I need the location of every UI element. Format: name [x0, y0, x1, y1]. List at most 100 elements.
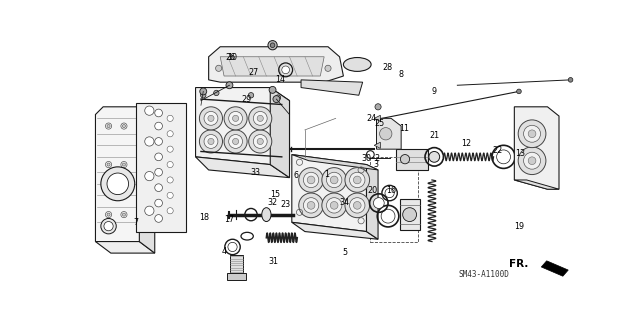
- Circle shape: [299, 193, 323, 218]
- Polygon shape: [95, 241, 155, 253]
- Text: 4: 4: [222, 248, 227, 256]
- Circle shape: [429, 152, 440, 162]
- Circle shape: [524, 152, 541, 169]
- Circle shape: [107, 124, 110, 128]
- Circle shape: [353, 202, 361, 209]
- Circle shape: [101, 219, 116, 234]
- Circle shape: [307, 176, 315, 184]
- Ellipse shape: [262, 208, 271, 221]
- Circle shape: [385, 189, 394, 198]
- Circle shape: [145, 106, 154, 115]
- Circle shape: [349, 172, 365, 188]
- Text: 7: 7: [133, 218, 138, 227]
- Circle shape: [497, 150, 511, 164]
- Text: 28: 28: [382, 63, 392, 72]
- Circle shape: [248, 93, 253, 98]
- Polygon shape: [376, 118, 401, 149]
- Circle shape: [268, 41, 277, 50]
- Circle shape: [518, 120, 546, 148]
- Polygon shape: [515, 107, 559, 189]
- Circle shape: [107, 163, 110, 166]
- Polygon shape: [292, 222, 378, 239]
- Circle shape: [322, 193, 346, 218]
- Circle shape: [303, 198, 319, 213]
- Polygon shape: [227, 273, 246, 280]
- Circle shape: [269, 86, 276, 93]
- Circle shape: [155, 109, 163, 117]
- Text: 19: 19: [514, 222, 524, 231]
- Circle shape: [253, 135, 267, 148]
- Text: 20: 20: [367, 186, 378, 195]
- Polygon shape: [399, 199, 420, 230]
- Text: 29: 29: [241, 95, 252, 104]
- Circle shape: [518, 147, 546, 174]
- Circle shape: [167, 131, 173, 137]
- Circle shape: [326, 198, 342, 213]
- Polygon shape: [95, 107, 147, 241]
- Circle shape: [345, 193, 369, 218]
- Circle shape: [155, 168, 163, 176]
- Circle shape: [307, 202, 315, 209]
- Circle shape: [155, 122, 163, 130]
- Circle shape: [208, 115, 214, 122]
- Text: 21: 21: [429, 131, 439, 140]
- Circle shape: [155, 137, 163, 145]
- Circle shape: [122, 163, 125, 166]
- Circle shape: [380, 128, 392, 140]
- Polygon shape: [270, 87, 289, 178]
- Circle shape: [155, 184, 163, 191]
- Polygon shape: [136, 103, 186, 232]
- Circle shape: [204, 135, 218, 148]
- Circle shape: [257, 138, 263, 145]
- Circle shape: [375, 104, 381, 110]
- Circle shape: [303, 172, 319, 188]
- Circle shape: [228, 135, 243, 148]
- Circle shape: [322, 168, 346, 192]
- Text: 1: 1: [324, 170, 330, 179]
- Text: 15: 15: [270, 190, 280, 199]
- Circle shape: [232, 115, 239, 122]
- Text: 13: 13: [515, 149, 525, 158]
- Circle shape: [275, 95, 281, 100]
- Circle shape: [122, 213, 125, 216]
- Polygon shape: [396, 149, 428, 170]
- Circle shape: [349, 198, 365, 213]
- Circle shape: [145, 206, 154, 215]
- Polygon shape: [374, 142, 380, 148]
- Text: FR.: FR.: [509, 259, 528, 269]
- Circle shape: [524, 125, 541, 142]
- Text: 23: 23: [280, 200, 290, 209]
- Text: SM43-A1100D: SM43-A1100D: [459, 270, 510, 279]
- Circle shape: [228, 242, 237, 252]
- Circle shape: [528, 130, 536, 137]
- Circle shape: [226, 82, 233, 89]
- Circle shape: [167, 177, 173, 183]
- Text: 10: 10: [227, 53, 237, 63]
- Text: 8: 8: [399, 70, 403, 79]
- Circle shape: [104, 221, 113, 231]
- Circle shape: [403, 208, 417, 221]
- Circle shape: [325, 65, 331, 71]
- Circle shape: [167, 192, 173, 198]
- Circle shape: [107, 213, 110, 216]
- Text: 22: 22: [492, 146, 502, 155]
- Circle shape: [167, 146, 173, 152]
- Text: 3: 3: [374, 160, 379, 169]
- Polygon shape: [196, 157, 289, 178]
- Text: 14: 14: [275, 75, 285, 84]
- Circle shape: [200, 88, 207, 95]
- Polygon shape: [292, 154, 378, 170]
- Circle shape: [273, 96, 280, 103]
- Text: 17: 17: [225, 215, 234, 224]
- Polygon shape: [515, 180, 559, 189]
- Circle shape: [330, 176, 338, 184]
- Text: 25: 25: [374, 119, 385, 128]
- Circle shape: [345, 168, 369, 192]
- Circle shape: [155, 153, 163, 161]
- Polygon shape: [140, 107, 155, 253]
- Circle shape: [326, 172, 342, 188]
- Circle shape: [330, 202, 338, 209]
- Polygon shape: [301, 80, 363, 95]
- Polygon shape: [209, 47, 344, 82]
- Circle shape: [568, 78, 573, 82]
